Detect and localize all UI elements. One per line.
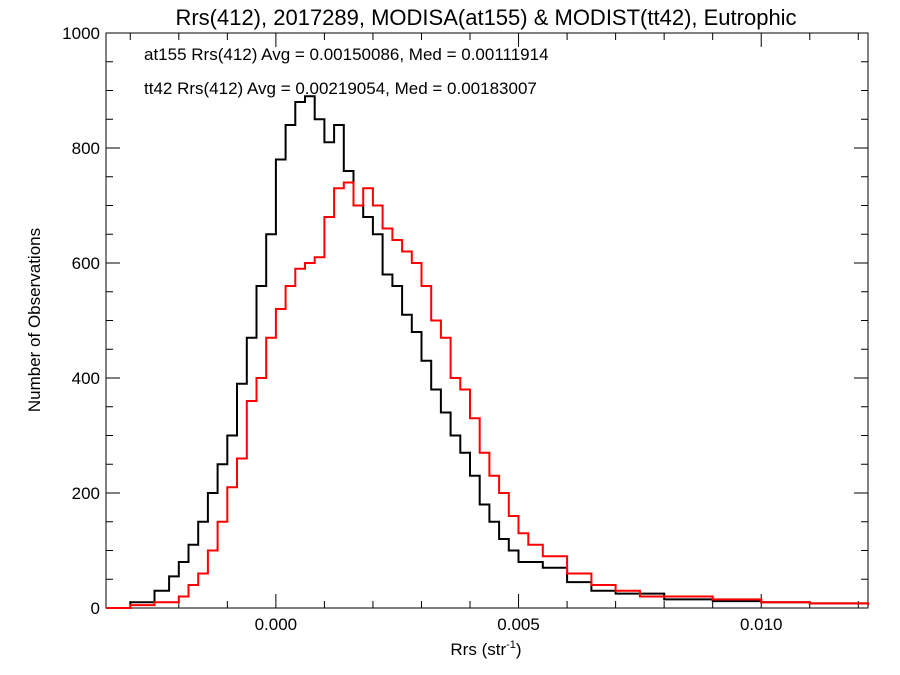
x-axis-label-close: ) bbox=[516, 640, 522, 659]
series-at155-line bbox=[106, 95, 869, 609]
y-tick-label: 1000 bbox=[62, 24, 100, 43]
x-axis-ticks: 0.000 0.005 0.010 bbox=[129, 33, 859, 634]
series-tt42-line bbox=[106, 181, 869, 609]
y-tick-label: 0 bbox=[91, 599, 100, 618]
y-tick-label: 400 bbox=[72, 369, 100, 388]
x-tick-label: 0.010 bbox=[740, 615, 783, 634]
x-axis-label-main: Rrs (str bbox=[450, 640, 506, 659]
x-axis-label-superscript: -1 bbox=[506, 639, 516, 651]
y-axis-label: Number of Observations bbox=[25, 228, 44, 412]
x-axis-label: Rrs (str-1) bbox=[450, 639, 521, 659]
x-tick-label: 0.000 bbox=[255, 615, 298, 634]
at155-stats-annotation: at155 Rrs(412) Avg = 0.00150086, Med = 0… bbox=[144, 45, 549, 64]
y-tick-label: 800 bbox=[72, 139, 100, 158]
x-tick-label: 0.005 bbox=[497, 615, 540, 634]
tt42-stats-annotation: tt42 Rrs(412) Avg = 0.00219054, Med = 0.… bbox=[144, 79, 537, 98]
y-axis-ticks: 0 200 400 600 800 1000 bbox=[62, 24, 868, 618]
y-tick-label: 200 bbox=[72, 484, 100, 503]
y-tick-label: 600 bbox=[72, 254, 100, 273]
series-lines bbox=[106, 95, 869, 609]
chart-title: Rrs(412), 2017289, MODISA(at155) & MODIS… bbox=[175, 5, 796, 30]
